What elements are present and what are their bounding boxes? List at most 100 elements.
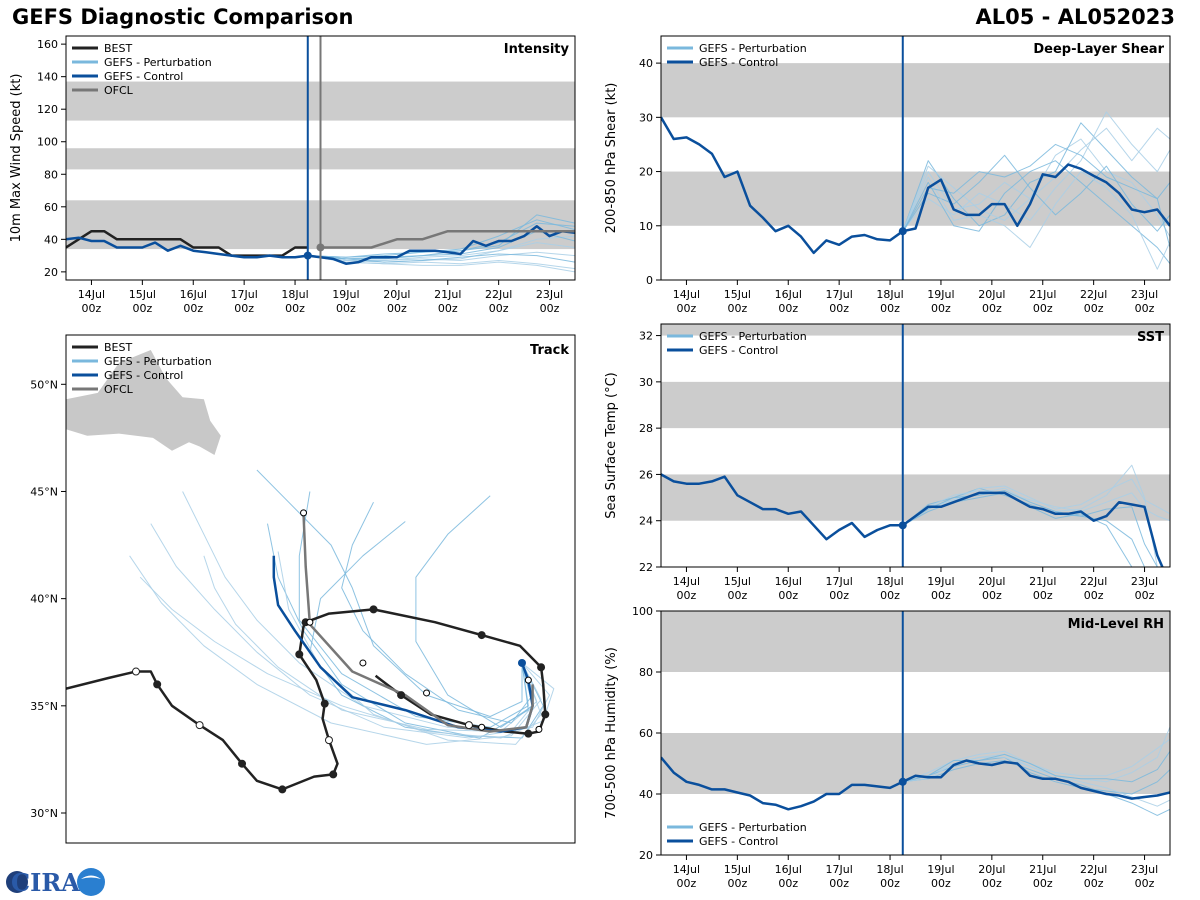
intensity-xtick-hour-7: 00z	[438, 302, 458, 315]
track-best-marker-32	[464, 721, 473, 730]
sst-ytick-label-3: 28	[639, 422, 653, 435]
track-series-pert-1	[267, 523, 544, 739]
track-ofcl-marker-1	[535, 725, 543, 733]
intensity-ytick-label-2: 60	[44, 201, 58, 214]
track-ytick-label-4: 50°N	[30, 378, 58, 391]
sst-xtick-day-3: 17Jul	[826, 575, 853, 588]
shear-xtick-hour-6: 00z	[982, 302, 1002, 315]
rh-xtick-day-6: 20Jul	[978, 863, 1005, 876]
shear-legend-label-1: GEFS - Control	[699, 56, 778, 69]
shear-xtick-day-8: 22Jul	[1080, 288, 1107, 301]
storm-id: AL05 - AL052023	[975, 5, 1176, 29]
rh-series-pert-5	[902, 751, 1170, 783]
rh-series-pert-1	[902, 760, 1170, 816]
sst-series-pert-5	[902, 490, 1170, 567]
shear-series-pert-4	[902, 127, 1170, 232]
intensity-xtick-day-0: 14Jul	[78, 288, 105, 301]
rh-ytick-label-0: 20	[639, 849, 653, 862]
rh-xtick-hour-3: 00z	[829, 877, 849, 890]
intensity-ytick-label-3: 80	[44, 168, 58, 181]
track-series-pert-2	[203, 555, 538, 732]
shear-ylabel: 200-850 hPa Shear (kt)	[604, 83, 619, 234]
sst-ytick-label-0: 22	[639, 561, 653, 574]
shear-xtick-hour-8: 00z	[1084, 302, 1104, 315]
track-frame	[65, 334, 576, 844]
rh-series-control-6	[661, 756, 1170, 811]
sst-xtick-hour-4: 00z	[880, 589, 900, 602]
track-legend-label-0: BEST	[104, 341, 132, 354]
intensity-xtick-day-1: 15Jul	[129, 288, 156, 301]
track-series-pert-6	[277, 551, 542, 745]
intensity-ylabel: 10m Max Wind Speed (kt)	[9, 74, 24, 243]
sst-xtick-day-5: 19Jul	[927, 575, 954, 588]
intensity-xtick-hour-6: 00z	[387, 302, 407, 315]
shear-xtick-hour-7: 00z	[1033, 302, 1053, 315]
sst-series-control-6	[661, 473, 1164, 567]
shear-xtick-day-1: 15Jul	[724, 288, 751, 301]
sst-xtick-day-9: 23Jul	[1131, 575, 1158, 588]
rh-panel: 2040608010014Jul00z15Jul00z16Jul00z17Jul…	[604, 605, 1171, 890]
track-best-marker-24	[477, 631, 486, 640]
track-best-marker-2	[131, 667, 140, 676]
sst-xtick-day-8: 22Jul	[1080, 575, 1107, 588]
sst-title: SST	[1137, 330, 1164, 345]
sst-xtick-hour-7: 00z	[1033, 589, 1053, 602]
shear-series-control-8	[661, 116, 1170, 255]
sst-band-1	[661, 381, 1170, 429]
track-series-ofcl-14	[302, 512, 534, 733]
track-title: Track	[530, 343, 569, 358]
track-best-marker-4	[153, 680, 162, 689]
intensity-panel: 2040608010012014016014Jul00z15Jul00z16Ju…	[9, 35, 576, 315]
intensity-xtick-day-2: 16Jul	[180, 288, 207, 301]
sst-xtick-hour-0: 00z	[677, 589, 697, 602]
shear-xtick-day-4: 18Jul	[876, 288, 903, 301]
sst-xtick-hour-8: 00z	[1084, 589, 1104, 602]
sst-xtick-hour-6: 00z	[982, 589, 1002, 602]
track-legend-label-1: GEFS - Perturbation	[104, 355, 212, 368]
track-series-pert-4	[150, 523, 550, 739]
sst-xtick-hour-1: 00z	[727, 589, 747, 602]
intensity-ytick-label-4: 100	[37, 136, 58, 149]
rh-xtick-hour-0: 00z	[677, 877, 697, 890]
shear-xtick-day-2: 16Jul	[775, 288, 802, 301]
shear-xtick-hour-1: 00z	[727, 302, 747, 315]
shear-xtick-day-3: 17Jul	[826, 288, 853, 301]
intensity-xtick-day-9: 23Jul	[536, 288, 563, 301]
sst-ytick-label-1: 24	[639, 515, 653, 528]
rh-xtick-hour-9: 00z	[1135, 877, 1155, 890]
track-series-pert-8	[139, 576, 555, 739]
intensity-title: Intensity	[504, 42, 570, 57]
sst-legend-label-0: GEFS - Perturbation	[699, 330, 807, 343]
shear-xtick-day-7: 21Jul	[1029, 288, 1056, 301]
track-best-marker-14	[324, 736, 333, 745]
shear-xtick-hour-0: 00z	[677, 302, 697, 315]
sst-xtick-day-6: 20Jul	[978, 575, 1005, 588]
sst-ytick-label-2: 26	[639, 468, 653, 481]
intensity-xtick-hour-3: 00z	[234, 302, 254, 315]
intensity-series-ofcl-12	[320, 229, 575, 249]
intensity-init-marker	[303, 251, 312, 260]
shear-xtick-day-0: 14Jul	[673, 288, 700, 301]
track-ofcl-marker-6	[300, 509, 308, 517]
rh-xtick-hour-8: 00z	[1084, 877, 1104, 890]
rh-xtick-day-2: 16Jul	[775, 863, 802, 876]
intensity-xtick-day-5: 19Jul	[332, 288, 359, 301]
track-best-marker-16	[320, 699, 329, 708]
sst-init-marker	[898, 521, 907, 530]
shear-band-1	[661, 63, 1170, 118]
track-best-marker-34	[397, 691, 406, 700]
track-best-marker-8	[238, 759, 247, 768]
rh-xtick-hour-7: 00z	[1033, 877, 1053, 890]
shear-xtick-hour-9: 00z	[1135, 302, 1155, 315]
track-series-pert-5	[341, 501, 534, 724]
shear-xtick-day-9: 23Jul	[1131, 288, 1158, 301]
shear-ytick-label-2: 20	[639, 166, 653, 179]
track-best-marker-10	[278, 785, 287, 794]
track-series-pert-0	[182, 491, 534, 732]
sst-ytick-label-4: 30	[639, 376, 653, 389]
sst-panel: 22242628303214Jul00z15Jul00z16Jul00z17Ju…	[604, 323, 1171, 602]
intensity-xtick-day-6: 20Jul	[383, 288, 410, 301]
rh-ytick-label-3: 80	[639, 666, 653, 679]
